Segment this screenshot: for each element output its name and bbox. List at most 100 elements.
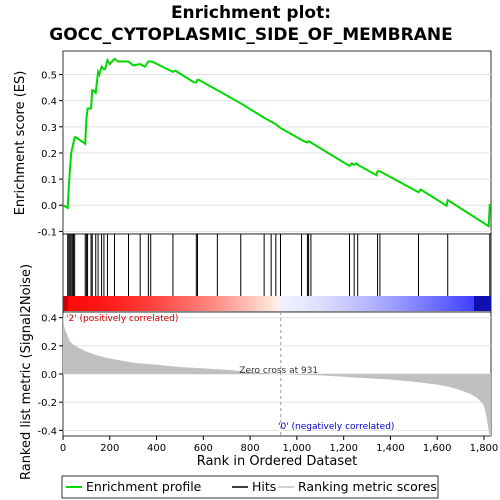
heat-bar-segment — [378, 296, 382, 311]
heat-bar-segment — [346, 296, 350, 311]
heat-bar-segment — [234, 296, 238, 311]
heat-bar-segment — [191, 296, 195, 311]
heat-bar-segment — [290, 296, 294, 311]
heat-bar-segment — [354, 296, 358, 311]
heat-bar-segment — [212, 296, 216, 311]
heat-bar-segment — [271, 296, 275, 311]
heat-bar-segment — [215, 296, 219, 311]
es-tick-label: 0.1 — [41, 175, 57, 186]
heat-bar-segment — [413, 296, 417, 311]
x-tick-label: 600 — [194, 443, 213, 454]
heat-bar-segment — [167, 296, 171, 311]
heat-bar-segment — [111, 296, 115, 311]
heat-bar-segment — [432, 296, 436, 311]
heat-bar-segment — [188, 296, 192, 311]
heat-bar-segment — [458, 296, 462, 311]
heat-bar-segment — [330, 296, 334, 311]
heat-bar-segment — [223, 296, 227, 311]
heat-bar-segment — [418, 296, 422, 311]
heat-bar-segment — [440, 296, 444, 311]
heat-bar-segment — [250, 296, 254, 311]
heat-bar-segment — [303, 296, 307, 311]
heat-bar-segment — [186, 296, 190, 311]
heat-bar-segment — [349, 296, 353, 311]
heat-bar-segment — [311, 296, 315, 311]
heat-bar-segment — [218, 296, 222, 311]
heat-bar-segment — [287, 296, 291, 311]
heat-bar-segment — [199, 296, 203, 311]
heat-bar-segment — [341, 296, 345, 311]
heat-bar-segment — [89, 296, 93, 311]
heat-bar-segment — [437, 296, 441, 311]
x-axis-title: Rank in Ordered Dataset — [197, 454, 358, 469]
heat-bar-segment — [228, 296, 232, 311]
positive-correlation-label: '2' (positively correlated) — [66, 314, 178, 324]
heat-bar-segment — [351, 296, 355, 311]
heat-bar-segment — [389, 296, 393, 311]
heat-bar-segment — [194, 296, 198, 311]
zero-cross-label: Zero cross at 931 — [239, 366, 318, 376]
heat-bar-segment — [277, 296, 281, 311]
heat-bar-segment — [178, 296, 182, 311]
heat-bar-segment — [204, 296, 208, 311]
heat-bar-segment — [159, 296, 163, 311]
x-tick-label: 1,400 — [376, 443, 405, 454]
heat-bar-segment — [143, 296, 147, 311]
x-tick-label: 1,200 — [329, 443, 358, 454]
heat-bar-segment — [137, 296, 141, 311]
heat-bar-segment — [333, 296, 337, 311]
heat-bar-segment — [362, 296, 366, 311]
heat-bar-segment — [196, 296, 200, 311]
heat-bar-segment — [424, 296, 428, 311]
heat-bar-segment — [445, 296, 449, 311]
heat-bar-segment — [92, 296, 96, 311]
heat-bar-segment — [84, 296, 88, 311]
heat-bar-segment — [338, 296, 342, 311]
heat-bar-segment — [402, 296, 406, 311]
heat-bar-segment — [343, 296, 347, 311]
heat-bar-segment — [87, 296, 91, 311]
heat-bar-segment — [108, 296, 112, 311]
metric-tick-label: 0.4 — [41, 314, 57, 325]
heat-bar-segment — [319, 296, 323, 311]
heat-bar-segment — [309, 296, 313, 311]
heat-bar-segment — [298, 296, 302, 311]
heat-bar-segment — [469, 296, 473, 311]
heat-bar-segment — [386, 296, 390, 311]
hits-panel — [62, 233, 492, 313]
x-tick-label: 0 — [60, 443, 66, 454]
heat-bar-segment — [327, 296, 331, 311]
metric-tick-label: 0.2 — [41, 342, 57, 353]
x-tick-label: 1,800 — [470, 443, 499, 454]
heat-bar-segment — [153, 296, 158, 311]
heat-bar-segment — [279, 296, 283, 311]
heat-bar-segment — [255, 296, 259, 311]
heat-bar-segment — [464, 296, 468, 311]
heat-bar-neg-end — [474, 296, 491, 311]
metric-panel: Zero cross at 931 '2' (positively correl… — [37, 311, 492, 437]
heat-bar-segment — [322, 296, 326, 311]
x-tick-label: 200 — [100, 443, 119, 454]
heat-bar-segment — [73, 296, 77, 311]
heat-bar-segment — [301, 296, 305, 311]
heat-bar-segment — [426, 296, 430, 311]
heat-bar-segment — [76, 296, 80, 311]
heat-bar-segment — [113, 296, 117, 311]
heat-bar-segment — [357, 296, 361, 311]
legend: Enrichment profile Hits Ranking metric s… — [61, 475, 439, 499]
heat-bar-segment — [247, 296, 251, 311]
heat-bar-segment — [263, 296, 267, 311]
heat-bar-segment — [472, 296, 476, 311]
heat-bar-segment — [100, 296, 104, 311]
heat-bar-segment — [68, 296, 72, 311]
x-tick-label: 1,600 — [423, 443, 452, 454]
heat-bar-segment — [266, 296, 270, 311]
heat-bar-segment — [135, 296, 139, 311]
heat-bar-segment — [453, 296, 457, 311]
ranking-metric-area — [63, 312, 491, 436]
heat-bar-segment — [375, 296, 380, 311]
heat-bar-segment — [244, 296, 248, 311]
metric-tick-label: -0.2 — [37, 398, 57, 409]
es-axis-title: Enrichment score (ES) — [13, 71, 28, 216]
